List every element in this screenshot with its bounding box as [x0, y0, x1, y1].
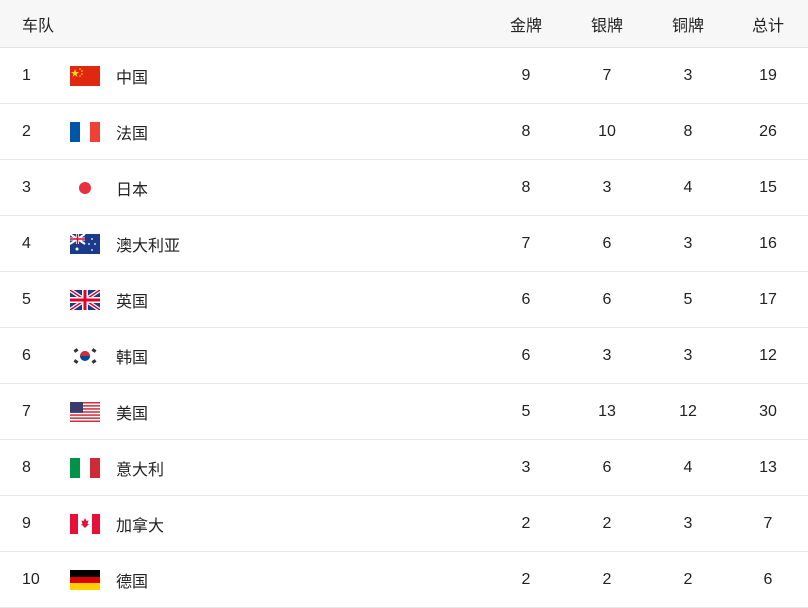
australia-flag-icon — [70, 233, 100, 254]
gold-count: 2 — [521, 514, 531, 532]
team-name[interactable]: 澳大利亚 — [116, 237, 181, 255]
total-count: 12 — [759, 346, 777, 364]
total-count: 19 — [759, 66, 777, 84]
silver-count: 6 — [602, 458, 612, 476]
bronze-count: 4 — [683, 178, 693, 196]
table-row[interactable]: 3 日本 8 3 4 15 — [0, 160, 808, 216]
bronze-count: 5 — [683, 290, 693, 308]
silver-count: 6 — [602, 234, 612, 252]
silver-count: 2 — [602, 570, 612, 588]
table-row[interactable]: 6 韩国 6 3 3 12 — [0, 328, 808, 384]
gold-count: 6 — [521, 346, 531, 364]
gold-count: 2 — [521, 570, 531, 588]
table-row[interactable]: 4 澳大利亚 7 6 3 16 — [0, 216, 808, 272]
france-flag-icon — [70, 121, 100, 142]
table-row[interactable]: 1 中国 9 7 3 19 — [0, 48, 808, 104]
total-count: 26 — [759, 122, 777, 140]
team-name[interactable]: 日本 — [116, 181, 149, 199]
table-row[interactable]: 2 法国 8 10 8 26 — [0, 104, 808, 160]
rank: 6 — [22, 346, 31, 364]
bronze-count: 3 — [683, 234, 693, 252]
medal-table-body: 1 中国 9 7 3 19 2 法国 8 10 8 26 3 日本 8 3 4 … — [0, 48, 808, 608]
rank: 5 — [22, 290, 31, 308]
header-team: 车队 — [22, 17, 55, 35]
header-bronze[interactable]: 铜牌 — [671, 17, 704, 35]
bronze-count: 3 — [683, 66, 693, 84]
uk-flag-icon — [70, 289, 100, 310]
rank: 1 — [22, 66, 31, 84]
rank: 2 — [22, 122, 31, 140]
table-row[interactable]: 9 加拿大 2 2 3 7 — [0, 496, 808, 552]
table-row[interactable]: 7 美国 5 13 12 30 — [0, 384, 808, 440]
bronze-count: 4 — [683, 458, 693, 476]
total-count: 16 — [759, 234, 777, 252]
rank: 8 — [22, 458, 31, 476]
silver-count: 6 — [602, 290, 612, 308]
table-row[interactable]: 8 意大利 3 6 4 13 — [0, 440, 808, 496]
canada-flag-icon — [70, 513, 100, 534]
silver-count: 2 — [602, 514, 612, 532]
team-name[interactable]: 加拿大 — [116, 517, 165, 535]
china-flag-icon — [70, 65, 100, 86]
team-name[interactable]: 英国 — [116, 293, 149, 311]
silver-count: 13 — [598, 402, 616, 420]
header-total[interactable]: 总计 — [751, 17, 784, 35]
header-gold[interactable]: 金牌 — [509, 17, 542, 35]
total-count: 6 — [763, 570, 773, 588]
bronze-count: 3 — [683, 346, 693, 364]
gold-count: 6 — [521, 290, 531, 308]
bronze-count: 12 — [679, 402, 697, 420]
total-count: 17 — [759, 290, 777, 308]
team-name[interactable]: 美国 — [116, 405, 149, 423]
italy-flag-icon — [70, 457, 100, 478]
silver-count: 3 — [602, 346, 612, 364]
rank: 9 — [22, 514, 31, 532]
silver-count: 7 — [602, 66, 612, 84]
silver-count: 10 — [598, 122, 616, 140]
header-silver[interactable]: 银牌 — [590, 17, 623, 35]
team-name[interactable]: 中国 — [116, 69, 149, 87]
bronze-count: 2 — [683, 570, 693, 588]
gold-count: 8 — [521, 122, 531, 140]
gold-count: 3 — [521, 458, 531, 476]
gold-count: 9 — [521, 66, 531, 84]
gold-count: 7 — [521, 234, 531, 252]
bronze-count: 3 — [683, 514, 693, 532]
rank: 10 — [22, 570, 40, 588]
japan-flag-icon — [70, 177, 100, 198]
total-count: 13 — [759, 458, 777, 476]
team-name[interactable]: 韩国 — [116, 349, 149, 367]
team-name[interactable]: 法国 — [116, 125, 149, 143]
table-row[interactable]: 10 德国 2 2 2 6 — [0, 552, 808, 608]
silver-count: 3 — [602, 178, 612, 196]
total-count: 30 — [759, 402, 777, 420]
rank: 7 — [22, 402, 31, 420]
table-header: 车队 金牌 银牌 铜牌 总计 — [0, 0, 808, 48]
gold-count: 8 — [521, 178, 531, 196]
usa-flag-icon — [70, 401, 100, 422]
team-name[interactable]: 意大利 — [116, 461, 165, 479]
germany-flag-icon — [70, 569, 100, 590]
table-row[interactable]: 5 英国 6 6 5 17 — [0, 272, 808, 328]
team-name[interactable]: 德国 — [116, 573, 149, 591]
bronze-count: 8 — [683, 122, 693, 140]
rank: 4 — [22, 234, 31, 252]
gold-count: 5 — [521, 402, 531, 420]
rank: 3 — [22, 178, 31, 196]
total-count: 15 — [759, 178, 777, 196]
korea-flag-icon — [70, 345, 100, 366]
total-count: 7 — [763, 514, 773, 532]
